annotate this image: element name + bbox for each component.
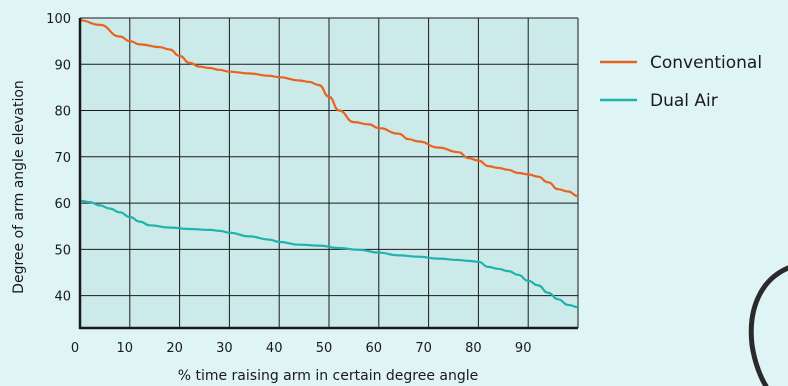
x-tick-label: 90 bbox=[515, 341, 532, 356]
x-tick-label: 40 bbox=[266, 341, 283, 356]
x-tick-label: 50 bbox=[316, 341, 333, 356]
x-tick-label: 60 bbox=[366, 341, 383, 356]
legend-label-conventional: Conventional bbox=[650, 53, 762, 73]
x-axis-label: % time raising arm in certain degree ang… bbox=[178, 368, 479, 384]
legend-label-dual-air: Dual Air bbox=[650, 91, 718, 111]
decorative-curve bbox=[748, 265, 788, 386]
series-line-conventional bbox=[79, 19, 579, 198]
y-axis-label: Degree of arm angle elevation bbox=[11, 80, 27, 294]
y-tick-label: 100 bbox=[46, 12, 71, 27]
x-tick-label: 70 bbox=[415, 341, 432, 356]
x-tick-label: 80 bbox=[465, 341, 482, 356]
x-tick-label: 10 bbox=[117, 341, 134, 356]
y-tick-label: 60 bbox=[54, 197, 71, 212]
grid-lines bbox=[80, 17, 579, 328]
y-tick-label: 80 bbox=[54, 105, 71, 120]
x-tick-label: 30 bbox=[216, 341, 233, 356]
tick-labels: 0 10 20 30 40 50 60 70 80 90 40 50 60 70 80 90 100 bbox=[46, 12, 531, 356]
y-tick-label: 90 bbox=[54, 58, 71, 73]
axes bbox=[78, 18, 578, 330]
legend: Conventional Dual Air bbox=[600, 53, 762, 111]
x-tick-label: 20 bbox=[166, 341, 183, 356]
y-tick-label: 70 bbox=[54, 151, 71, 166]
series-line-dual-air bbox=[79, 199, 579, 309]
series-lines bbox=[79, 19, 579, 309]
x-tick-label: 0 bbox=[71, 341, 79, 356]
y-tick-label: 50 bbox=[54, 243, 71, 258]
y-tick-label: 40 bbox=[54, 290, 71, 305]
